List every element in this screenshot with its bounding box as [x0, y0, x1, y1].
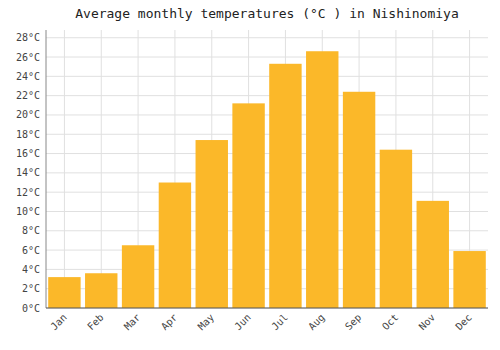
y-axis-line: [46, 30, 47, 308]
bars: [48, 51, 486, 308]
y-grid-line: [46, 153, 488, 154]
x-grid-line: [64, 30, 65, 308]
bar: [306, 51, 338, 308]
bar: [453, 251, 485, 308]
y-tick-label: 10°C: [16, 206, 40, 217]
y-grid-line: [46, 37, 488, 38]
bar: [417, 201, 449, 308]
y-tick-label: 26°C: [16, 52, 40, 63]
bar: [159, 183, 191, 308]
x-tick-label: Mar: [122, 312, 143, 333]
y-tick-label: 2°C: [22, 283, 40, 294]
chart: Average monthly temperatures (°C ) in Ni…: [0, 0, 500, 350]
y-tick-label: 14°C: [16, 167, 40, 178]
y-grid-line: [46, 76, 488, 77]
y-grid-line: [46, 57, 488, 58]
bar: [269, 64, 301, 308]
y-tick-label: 6°C: [22, 245, 40, 256]
y-grid-line: [46, 308, 488, 309]
y-tick-label: 4°C: [22, 264, 40, 275]
x-tick-label: Oct: [380, 312, 401, 333]
bar: [85, 273, 117, 308]
bar: [196, 140, 228, 308]
y-tick-label: 0°C: [22, 303, 40, 314]
bar: [122, 245, 154, 308]
y-tick-label: 22°C: [16, 90, 40, 101]
x-tick-label: Sep: [343, 312, 364, 333]
x-tick-label: May: [196, 312, 217, 333]
y-tick-label: 28°C: [16, 32, 40, 43]
bar: [380, 150, 412, 308]
x-tick-label: Feb: [85, 312, 106, 333]
x-grid-line: [101, 30, 102, 308]
y-grid-line: [46, 134, 488, 135]
y-grid-line: [46, 172, 488, 173]
y-tick-label: 12°C: [16, 187, 40, 198]
x-tick-label: Aug: [306, 312, 327, 333]
x-tick-label: Jan: [48, 312, 69, 333]
y-grid-line: [46, 95, 488, 96]
bar: [232, 103, 264, 308]
x-tick-label: Dec: [453, 312, 474, 333]
y-tick-label: 8°C: [22, 225, 40, 236]
x-tick-label: Jun: [232, 312, 253, 333]
bar: [343, 92, 375, 308]
y-tick-label: 20°C: [16, 109, 40, 120]
x-tick-label: Nov: [417, 312, 438, 333]
title: Average monthly temperatures (°C ) in Ni…: [75, 6, 459, 21]
x-tick-label: Apr: [159, 312, 180, 333]
chart-container: Average monthly temperatures (°C ) in Ni…: [0, 0, 500, 350]
bar: [48, 277, 80, 308]
y-tick-label: 18°C: [16, 129, 40, 140]
x-tick-label: Jul: [269, 312, 290, 333]
y-tick-label: 24°C: [16, 71, 40, 82]
y-tick-label: 16°C: [16, 148, 40, 159]
grid: [46, 30, 488, 308]
x-axis-line: [46, 308, 488, 309]
y-grid-line: [46, 192, 488, 193]
y-grid-line: [46, 114, 488, 115]
